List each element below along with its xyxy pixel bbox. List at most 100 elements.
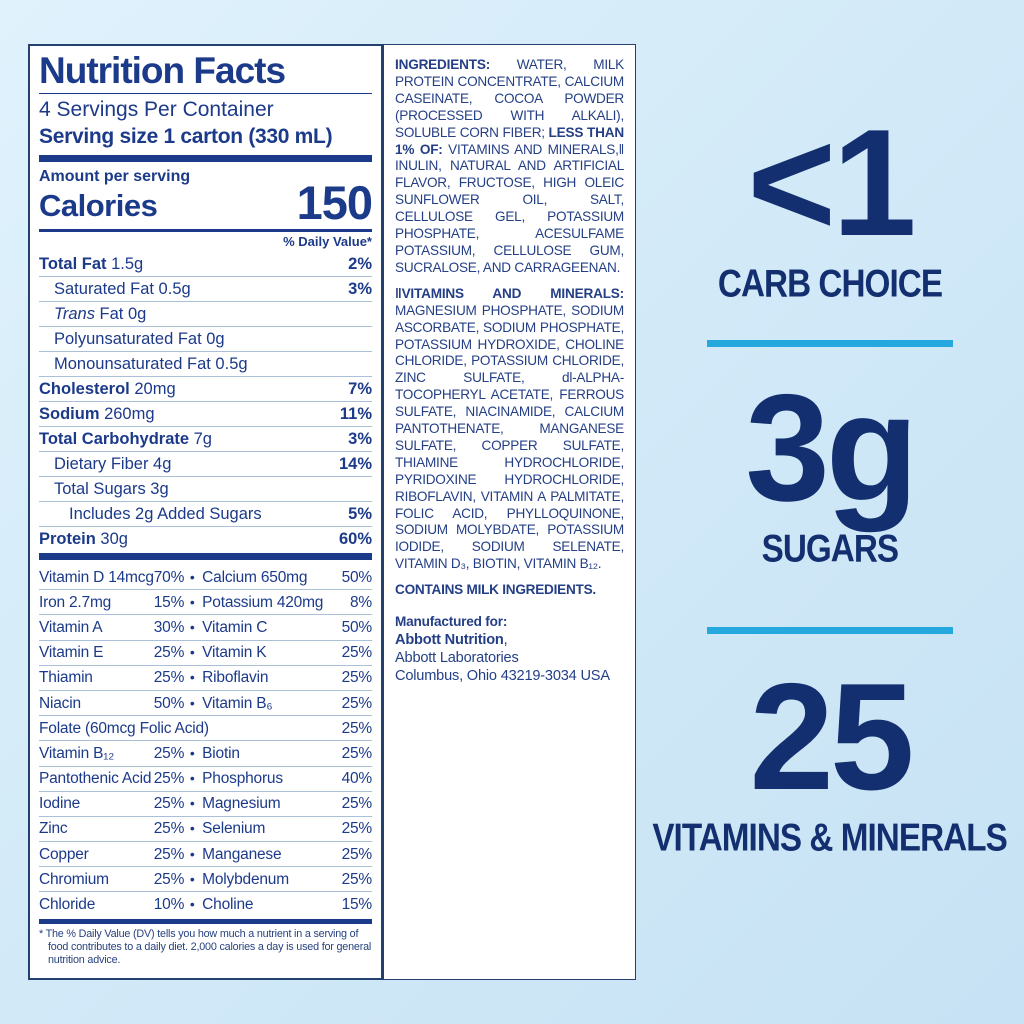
micronutrient-cell: 25% — [153, 639, 184, 665]
nutrient-daily-value: 11% — [339, 405, 372, 423]
micronutrient-cell: 25% — [153, 740, 184, 765]
micronutrient-cell: 25% — [153, 841, 184, 866]
daily-value-header: % Daily Value* — [283, 234, 372, 249]
micronutrient-cell: • — [184, 841, 201, 866]
nutrient-row: Total Sugars 3g — [39, 476, 372, 501]
less-than-label: LESS THAN 1% OF: — [395, 124, 624, 157]
micronutrient-cell: • — [184, 790, 201, 816]
calories-label: Calories — [39, 188, 158, 223]
micronutrient-cell: • — [184, 740, 201, 765]
micronutrient-cell: 25% — [341, 664, 372, 690]
nutrient-name: Saturated Fat 0.5g — [54, 280, 191, 298]
manufacturer-line2: Abbott Laboratories — [395, 650, 519, 667]
micronutrient-cell: • — [184, 815, 201, 841]
micronutrient-cell: Chloride — [39, 891, 154, 916]
micronutrient-cell: Vitamin C — [200, 614, 342, 639]
callouts-column: <1 CARB CHOICE 3g SUGARS 25 VITAMINS & MINERA… — [636, 0, 1024, 1024]
micronutrient-cell: • — [184, 689, 201, 715]
vitamins-minerals-label: ‖VITAMINS AND MINERALS: — [395, 285, 624, 301]
micronutrient-cell: Chromium — [39, 866, 154, 891]
nutrient-name: Total Sugars 3g — [54, 480, 169, 498]
micronutrient-cell: Pantothenic Acid — [39, 765, 154, 791]
callout-value: <1 — [747, 98, 916, 268]
nutrient-name: Dietary Fiber 4g — [54, 455, 172, 473]
micronutrient-cell: Vitamin D 14mcg — [39, 568, 154, 586]
micronutrient-cell: 50% — [153, 689, 184, 715]
micronutrient-cell: Vitamin E — [39, 639, 154, 665]
callout-value: 3g — [745, 363, 918, 533]
servings-per-container: 4 Servings Per Container — [39, 98, 274, 121]
title-divider — [39, 93, 372, 94]
micronutrient-cell: Calcium 650mg — [202, 568, 308, 586]
micronutrient-cell: 30% — [153, 614, 184, 639]
nutrient-name: Monounsaturated Fat 0.5g — [54, 355, 248, 373]
nutrient-name: Sodium 260mg — [39, 405, 155, 423]
micronutrient-cell: • — [184, 866, 201, 891]
ingredients-text: WATER, MILK PROTEIN CONCENTRATE, CALCIUM… — [395, 57, 624, 140]
callout-divider — [707, 627, 953, 634]
nutrient-daily-value: 7% — [348, 380, 372, 398]
nutrient-name: Polyunsaturated Fat 0g — [54, 330, 225, 348]
micronutrient-cell: 50% — [341, 614, 372, 639]
callout-label: SUGARS — [761, 526, 900, 571]
footnote-bar — [39, 918, 372, 924]
micronutrient-cell: 25% — [153, 866, 184, 891]
manufacturer-name: Abbott Nutrition — [395, 632, 504, 649]
micronutrient-cell: Biotin — [200, 740, 342, 765]
vitamins-minerals-text: MAGNESIUM PHOSPHATE, SODIUM ASCORBATE, S… — [395, 302, 624, 572]
callout-value: 25 — [749, 652, 914, 822]
amount-per-serving-label: Amount per serving — [39, 168, 191, 185]
micronutrient-cell: • — [184, 639, 201, 665]
nutrient-name: Total Carbohydrate 7g — [39, 430, 212, 448]
micronutrient-cell: • — [189, 568, 195, 585]
micronutrient-cell: • — [184, 664, 201, 690]
nutrient-row: Sodium 260mg 11% — [39, 401, 372, 426]
calories-divider — [39, 229, 372, 232]
micronutrient-cell: Zinc — [39, 815, 154, 841]
section-bar — [39, 155, 372, 162]
calories-row: Calories 150 — [39, 176, 373, 229]
less-than-text: VITAMINS AND MINERALS,‖ INULIN, NATURAL … — [395, 141, 624, 275]
nutrition-facts-panel: Nutrition Facts 4 Servings Per Container… — [29, 45, 384, 979]
nutrient-rows: Total Fat 1.5g 2% Saturated Fat 0.5g 3% Tran… — [39, 252, 372, 551]
nutrient-row: Protein 30g 60% — [39, 526, 372, 551]
micronutrient-cell: Niacin — [39, 689, 154, 715]
callout-divider — [707, 340, 953, 347]
nutrient-row: Saturated Fat 0.5g 3% — [39, 276, 372, 301]
micronutrient-cell: Vitamin B₁₂ — [39, 740, 154, 765]
micronutrient-cell: 25% — [341, 815, 372, 841]
nutrient-name: Cholesterol 20mg — [39, 380, 176, 398]
section-bar — [39, 553, 372, 560]
micronutrient-cell: 70% — [153, 568, 185, 586]
nutrient-name: Includes 2g Added Sugars — [69, 505, 262, 523]
nutrient-name: Total Fat 1.5g — [39, 255, 144, 273]
micronutrient-cell: Thiamin — [39, 664, 154, 690]
micronutrient-cell: 25% — [153, 815, 184, 841]
micronutrient-cell: 25% — [341, 740, 372, 765]
micronutrient-cell: 50% — [341, 568, 373, 586]
nutrient-row: Total Fat 1.5g 2% — [39, 252, 372, 276]
micronutrient-cell: Riboflavin — [200, 664, 342, 690]
micronutrient-cell: Choline — [200, 891, 342, 916]
nutrient-row: Includes 2g Added Sugars 5% — [39, 501, 372, 526]
callout-carb-choice: <1 CARB CHOICE — [712, 98, 948, 305]
micronutrient-cell: • — [184, 589, 201, 614]
micronutrient-cell: • — [184, 891, 201, 916]
calories-value: 150 — [296, 176, 373, 229]
micronutrient-cell: 25% — [153, 765, 184, 791]
micronutrient-cell: Molybdenum — [200, 866, 342, 891]
manufacturer-name-line: Abbott Nutrition, — [395, 631, 624, 649]
daily-value-footnote: * The % Daily Value (DV) tells you how m… — [39, 927, 372, 966]
nutrient-row: Total Carbohydrate 7g 3% — [39, 426, 372, 451]
nutrient-name: Protein 30g — [39, 530, 128, 548]
manufacturer-name-suffix: , — [503, 632, 508, 649]
serving-size: Serving size 1 carton (330 mL) — [39, 125, 333, 148]
manufacturer-block: Manufactured for: Abbott Nutrition, Abbo… — [395, 613, 624, 685]
ingredients-paragraph: INGREDIENTS: WATER, MILK PROTEIN CONCENT… — [395, 57, 624, 277]
ingredients-panel: INGREDIENTS: WATER, MILK PROTEIN CONCENT… — [384, 45, 635, 979]
micronutrient-cell: 25% — [341, 790, 372, 816]
micronutrient-cell: Magnesium — [200, 790, 342, 816]
micronutrient-cell: Vitamin B₆ — [200, 689, 342, 715]
micronutrient-cell: Selenium — [200, 815, 342, 841]
micronutrient-cell: 25% — [341, 715, 372, 740]
